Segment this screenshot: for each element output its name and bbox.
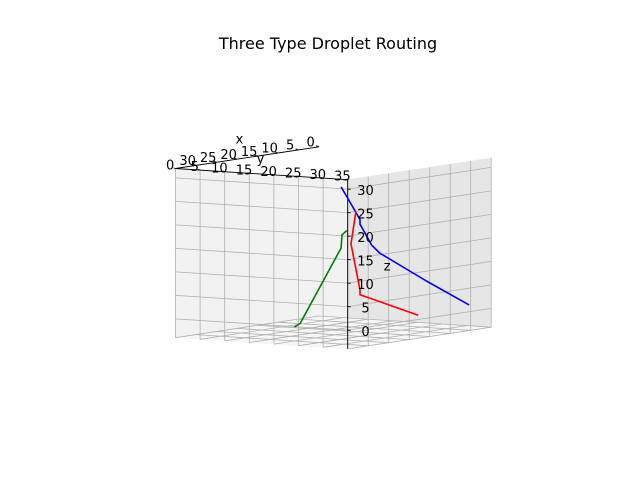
grid-line-y-floor xyxy=(347,326,492,350)
grid-lines xyxy=(175,158,492,350)
grid-line-z-side xyxy=(175,177,348,190)
x-tick-mark xyxy=(192,163,197,166)
grid-line-x-floor xyxy=(257,324,430,337)
y-tick-label: 30 xyxy=(310,168,327,183)
chart-title: Three Type Droplet Routing xyxy=(218,34,437,53)
x-tick-mark xyxy=(254,154,258,157)
grid-line-z-back xyxy=(347,308,492,331)
y-tick-mark xyxy=(320,177,324,179)
grid-line-z-side xyxy=(175,201,348,213)
grid-line-y-floor xyxy=(298,323,443,347)
y-tick-mark xyxy=(222,170,225,173)
y-tick-mark xyxy=(345,178,348,181)
x-axis-label: x xyxy=(236,133,244,148)
y-tick-mark xyxy=(197,169,201,171)
grid-line-y-floor xyxy=(175,315,320,339)
axis-lines xyxy=(175,146,349,349)
y-tick-label: 15 xyxy=(236,163,253,178)
series-line-2 xyxy=(350,211,419,316)
x-axis-line xyxy=(175,146,320,169)
x-tick-label: 0 xyxy=(306,136,314,151)
x-tick-label: 20 xyxy=(220,148,237,163)
z-tick-label: 5 xyxy=(361,302,369,317)
z-tick-label: 20 xyxy=(357,231,374,246)
y-axis-line xyxy=(175,168,348,181)
axis-panes xyxy=(175,157,492,350)
data-series xyxy=(293,186,470,328)
x-tick-label: 30 xyxy=(179,154,196,169)
y-tick-mark xyxy=(173,167,176,169)
grid-line-z-back xyxy=(347,261,492,284)
x-tick-label: 10 xyxy=(261,142,278,157)
y-tick-mark xyxy=(296,175,299,177)
x-tick-mark xyxy=(295,148,299,151)
z-tick-label: 0 xyxy=(361,325,369,340)
grid-line-y-floor xyxy=(200,317,344,340)
y-tick-label: 35 xyxy=(334,170,351,185)
grid-line-z-back xyxy=(347,237,492,260)
x-tick-mark xyxy=(233,157,238,160)
series-line-1 xyxy=(340,186,470,306)
x-tick-mark xyxy=(213,160,217,163)
y-tick-label: 10 xyxy=(211,162,228,177)
z-tick-label: 10 xyxy=(357,278,374,293)
x-tick-mark xyxy=(274,151,279,154)
grid-line-z-side xyxy=(175,295,348,307)
y-tick-mark xyxy=(271,173,275,176)
x-tick-label: 15 xyxy=(241,145,258,160)
grid-line-y-floor xyxy=(273,322,418,345)
z-tick-label: 30 xyxy=(357,184,374,199)
y-tick-label: 20 xyxy=(260,165,277,180)
grid-line-z-side xyxy=(175,318,348,331)
z-tick-label: 25 xyxy=(357,208,374,223)
y-tick-label: 0 xyxy=(166,159,174,174)
grid-line-y-floor xyxy=(323,325,467,348)
y-tick-mark xyxy=(247,172,250,174)
x-tick-label: 5 xyxy=(286,139,294,154)
grid-line-z-back xyxy=(347,284,492,307)
grid-line-y-floor xyxy=(249,320,393,343)
grid-line-z-back xyxy=(347,167,492,190)
z-tick-label: 15 xyxy=(357,255,374,270)
y-axis-label: y xyxy=(257,152,265,167)
grid-line-z-back xyxy=(347,214,492,237)
series-line-3 xyxy=(293,229,348,328)
y-tick-label: 25 xyxy=(285,167,302,182)
grid-line-z-side xyxy=(175,248,348,260)
y-tick-label: 5 xyxy=(191,160,199,175)
grid-line-y-floor xyxy=(224,318,369,342)
grid-line-z-side xyxy=(175,271,348,284)
z-axis-label: z xyxy=(384,259,391,274)
x-tick-label: 25 xyxy=(200,151,217,166)
grid-line-x-floor xyxy=(216,331,389,344)
grid-line-z-back xyxy=(347,190,492,213)
x-tick-mark xyxy=(315,145,320,148)
grid-line-z-side xyxy=(175,224,348,237)
tick-marks xyxy=(173,145,351,331)
